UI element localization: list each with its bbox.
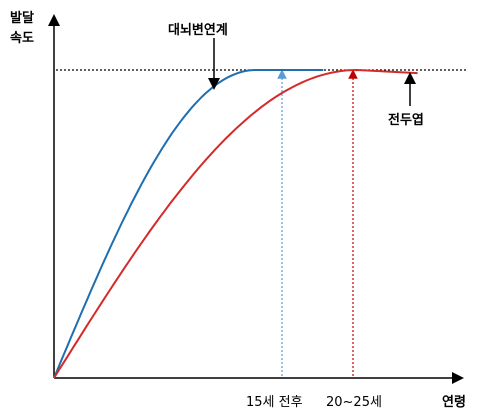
frontal-lobe-label: 전두엽 xyxy=(388,112,424,128)
limbic-system-curve xyxy=(53,69,324,379)
x-tick-15: 15세 전후 xyxy=(246,395,303,410)
frontal-lobe-curve xyxy=(53,68,418,379)
x-tick-20-25: 20~25세 xyxy=(326,395,382,410)
y-axis-label-line1: 발달 xyxy=(10,10,34,26)
y-axis-label-line2: 속도 xyxy=(10,31,34,46)
limbic-system-label: 대뇌변연계 xyxy=(168,22,228,38)
x-axis-label: 연령 xyxy=(442,395,466,410)
